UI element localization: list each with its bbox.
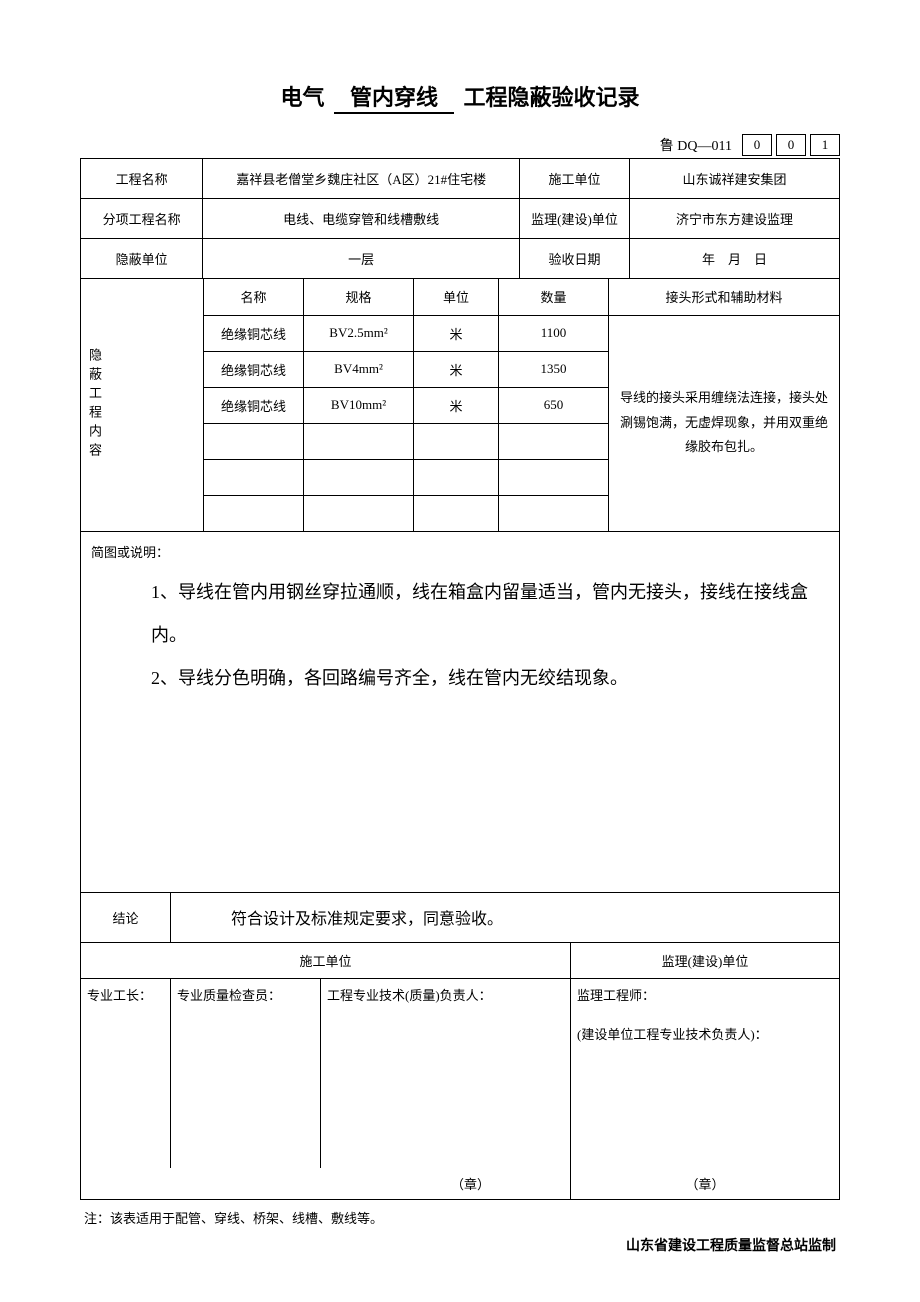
date-label: 验收日期 [520,239,630,279]
description-line-2: 2、导线分色明确，各回路编号齐全，线在管内无绞结现象。 [151,657,809,700]
cell-unit: 米 [414,351,499,387]
description-block: 简图或说明： 1、导线在管内用钢丝穿拉通顺，线在箱盒内留量适当，管内无接头，接线… [80,532,840,892]
cell-name [204,495,304,531]
supervisor-label: 监理(建设)单位 [520,199,630,239]
contractor-label: 施工单位 [520,159,630,199]
supervisor-unit-header: 监理(建设)单位 [571,942,840,978]
stamp-supervisor: （章） [571,1168,840,1200]
owner-tech-label: (建设单位工程专业技术负责人)： [577,1024,833,1043]
col-name: 名称 [204,279,304,315]
cell-name [204,423,304,459]
title-fill: 管内穿线 [334,80,454,114]
contractor-unit-header: 施工单位 [81,942,571,978]
page-title: 电气 管内穿线 工程隐蔽验收记录 [80,80,840,114]
cell-qty [499,495,609,531]
cell-spec [304,423,414,459]
cell-unit: 米 [414,387,499,423]
cell-spec: BV4mm² [304,351,414,387]
project-name: 嘉祥县老僧堂乡魏庄社区（A区）21#住宅楼 [203,159,520,199]
techlead-cell: 工程专业技术(质量)负责人： [321,978,571,1168]
footer-org: 山东省建设工程质量监督总站监制 [80,1231,840,1255]
cell-unit [414,495,499,531]
col-qty: 数量 [499,279,609,315]
foreman-cell: 专业工长： [81,978,171,1168]
cell-qty [499,459,609,495]
bottom-table: 结论 符合设计及标准规定要求，同意验收。 施工单位 监理(建设)单位 专业工长：… [80,892,840,1201]
conclusion-label: 结论 [81,892,171,942]
cell-qty: 1350 [499,351,609,387]
doc-box-2: 0 [776,134,806,156]
doc-box-3: 1 [810,134,840,156]
doc-number-label: 鲁 DQ—011 [660,135,732,155]
cell-name: 绝缘铜芯线 [204,351,304,387]
joint-note: 导线的接头采用缠绕法连接，接头处涮锡饱满，无虚焊现象，并用双重绝缘胶布包扎。 [609,315,840,531]
description-label: 简图或说明： [91,542,809,561]
subitem-label: 分项工程名称 [81,199,203,239]
cell-name: 绝缘铜芯线 [204,387,304,423]
cell-unit [414,459,499,495]
header-table: 工程名称 嘉祥县老僧堂乡魏庄社区（A区）21#住宅楼 施工单位 山东诚祥建安集团… [80,158,840,279]
cell-unit [414,423,499,459]
title-prefix: 电气 [280,85,324,110]
doc-box-1: 0 [742,134,772,156]
doc-number-row: 鲁 DQ—011 0 0 1 [80,134,840,156]
cell-qty: 1100 [499,315,609,351]
title-suffix: 工程隐蔽验收记录 [464,85,640,110]
supervisor-eng-cell: 监理工程师： (建设单位工程专业技术负责人)： [571,978,840,1168]
col-spec: 规格 [304,279,414,315]
side-label: 隐蔽工程内容 [81,279,204,531]
cell-spec [304,495,414,531]
stamp-contractor: （章） [81,1168,571,1200]
project-name-label: 工程名称 [81,159,203,199]
cell-spec: BV10mm² [304,387,414,423]
floor: 一层 [203,239,520,279]
cell-spec: BV2.5mm² [304,315,414,351]
date: 年 月 日 [630,239,840,279]
cell-name: 绝缘铜芯线 [204,315,304,351]
col-joint: 接头形式和辅助材料 [609,279,840,315]
description-line-1: 1、导线在管内用钢丝穿拉通顺，线在箱盒内留量适当，管内无接头，接线在接线盒内。 [151,571,809,657]
floor-label: 隐蔽单位 [81,239,203,279]
contractor: 山东诚祥建安集团 [630,159,840,199]
content-table: 隐蔽工程内容 名称 规格 单位 数量 接头形式和辅助材料 绝缘铜芯线 BV2.5… [80,279,840,532]
footer-note: 注：该表适用于配管、穿线、桥架、线槽、敷线等。 [80,1200,840,1231]
supervisor-eng-label: 监理工程师： [577,985,833,1004]
col-unit: 单位 [414,279,499,315]
cell-qty: 650 [499,387,609,423]
conclusion: 符合设计及标准规定要求，同意验收。 [171,892,840,942]
cell-spec [304,459,414,495]
supervisor: 济宁市东方建设监理 [630,199,840,239]
cell-qty [499,423,609,459]
cell-name [204,459,304,495]
qc-cell: 专业质量检查员： [171,978,321,1168]
cell-unit: 米 [414,315,499,351]
subitem: 电线、电缆穿管和线槽敷线 [203,199,520,239]
